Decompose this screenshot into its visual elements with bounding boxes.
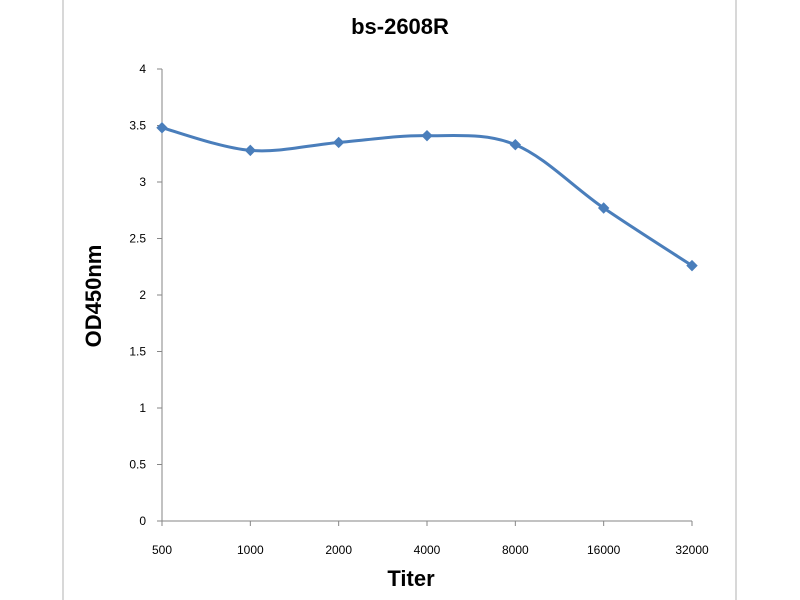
x-tick-label: 4000 (414, 543, 441, 557)
chart-title: bs-2608R (351, 14, 449, 39)
data-point-marker (509, 139, 522, 151)
data-point-marker (597, 202, 610, 214)
y-tick-label: 0 (139, 514, 146, 528)
y-tick-label: 3 (139, 175, 146, 189)
x-axis-title: Titer (387, 566, 435, 591)
data-point-marker (686, 259, 698, 272)
data-point-marker (244, 144, 257, 157)
y-tick-label: 1.5 (129, 345, 146, 359)
y-axis-title: OD450nm (81, 245, 106, 348)
data-point-marker (156, 122, 168, 134)
x-tick-label: 1000 (237, 543, 264, 557)
series-line (161, 126, 693, 267)
y-tick-label: 4 (139, 62, 146, 76)
x-axis-ticks: 500 1000 2000 4000 8000 16000 32000 (152, 521, 709, 557)
x-tick-label: 500 (152, 543, 172, 557)
x-tick-label: 2000 (325, 543, 352, 557)
x-tick-label: 8000 (502, 543, 529, 557)
y-tick-label: 2.5 (129, 232, 146, 246)
x-tick-label: 32000 (675, 543, 709, 557)
x-tick-label: 16000 (587, 543, 621, 557)
y-tick-label: 1 (139, 401, 146, 415)
y-tick-label: 0.5 (129, 458, 146, 472)
y-tick-label: 2 (139, 288, 146, 302)
y-axis-ticks: 0 0.5 1 1.5 2 2.5 3 3.5 4 (129, 62, 162, 528)
data-point-marker (332, 136, 345, 149)
y-tick-label: 3.5 (129, 119, 146, 133)
series-layer (156, 122, 698, 272)
data-point-marker (421, 129, 433, 142)
